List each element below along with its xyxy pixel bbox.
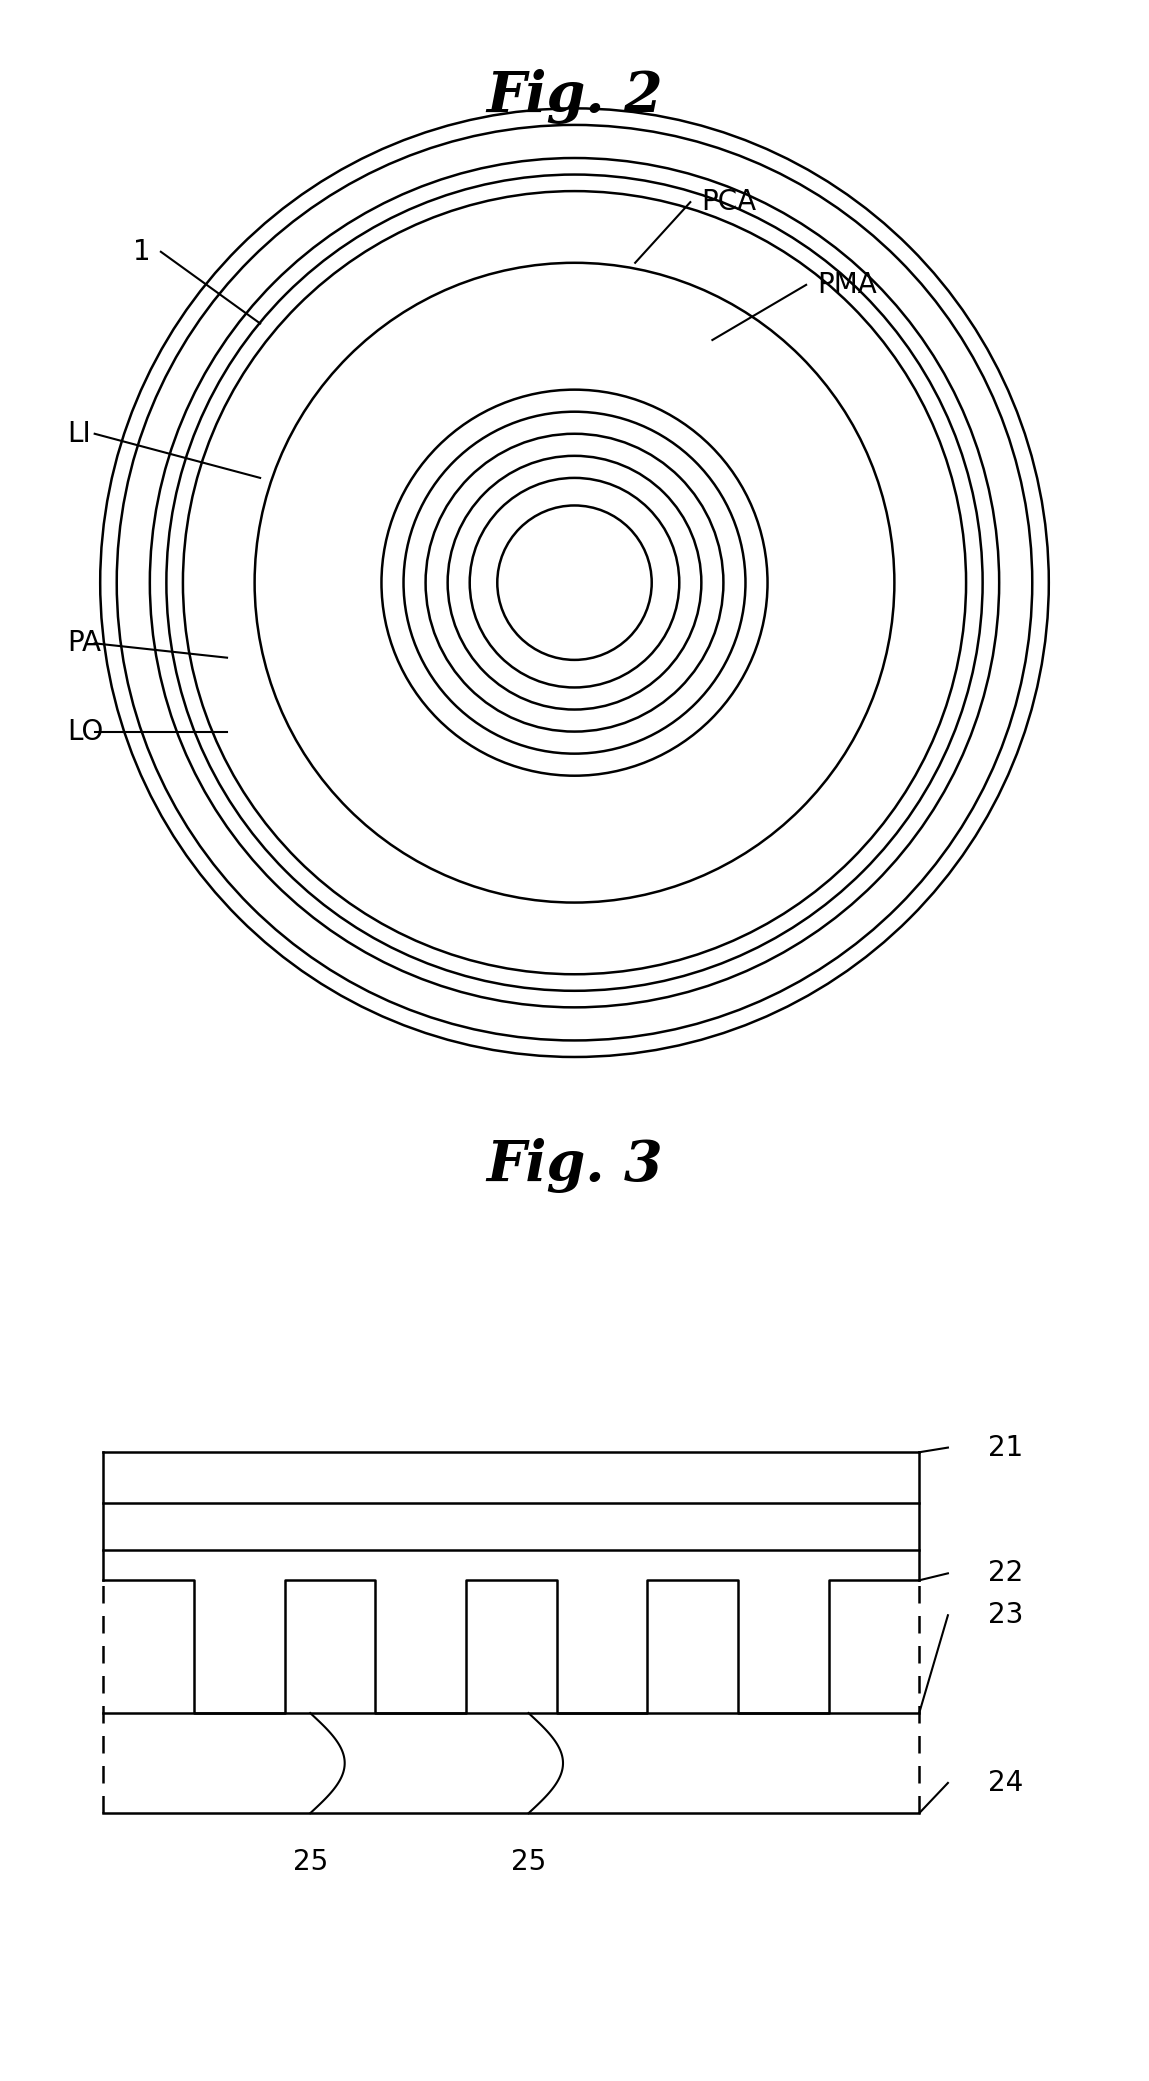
Text: 25: 25 [293,1848,327,1877]
Text: 23: 23 [988,1600,1024,1629]
Text: 22: 22 [988,1559,1024,1588]
Text: LO: LO [67,718,103,745]
Text: 24: 24 [988,1769,1024,1796]
Text: Fig. 2: Fig. 2 [486,69,663,123]
Text: 21: 21 [988,1434,1024,1461]
Text: 25: 25 [511,1848,546,1877]
Text: PA: PA [67,628,101,658]
Text: PCA: PCA [701,187,756,216]
Text: PMA: PMA [817,271,877,300]
Text: 1: 1 [133,237,151,266]
Text: Fig. 3: Fig. 3 [486,1138,663,1192]
Circle shape [498,506,651,660]
Text: LI: LI [67,420,91,447]
